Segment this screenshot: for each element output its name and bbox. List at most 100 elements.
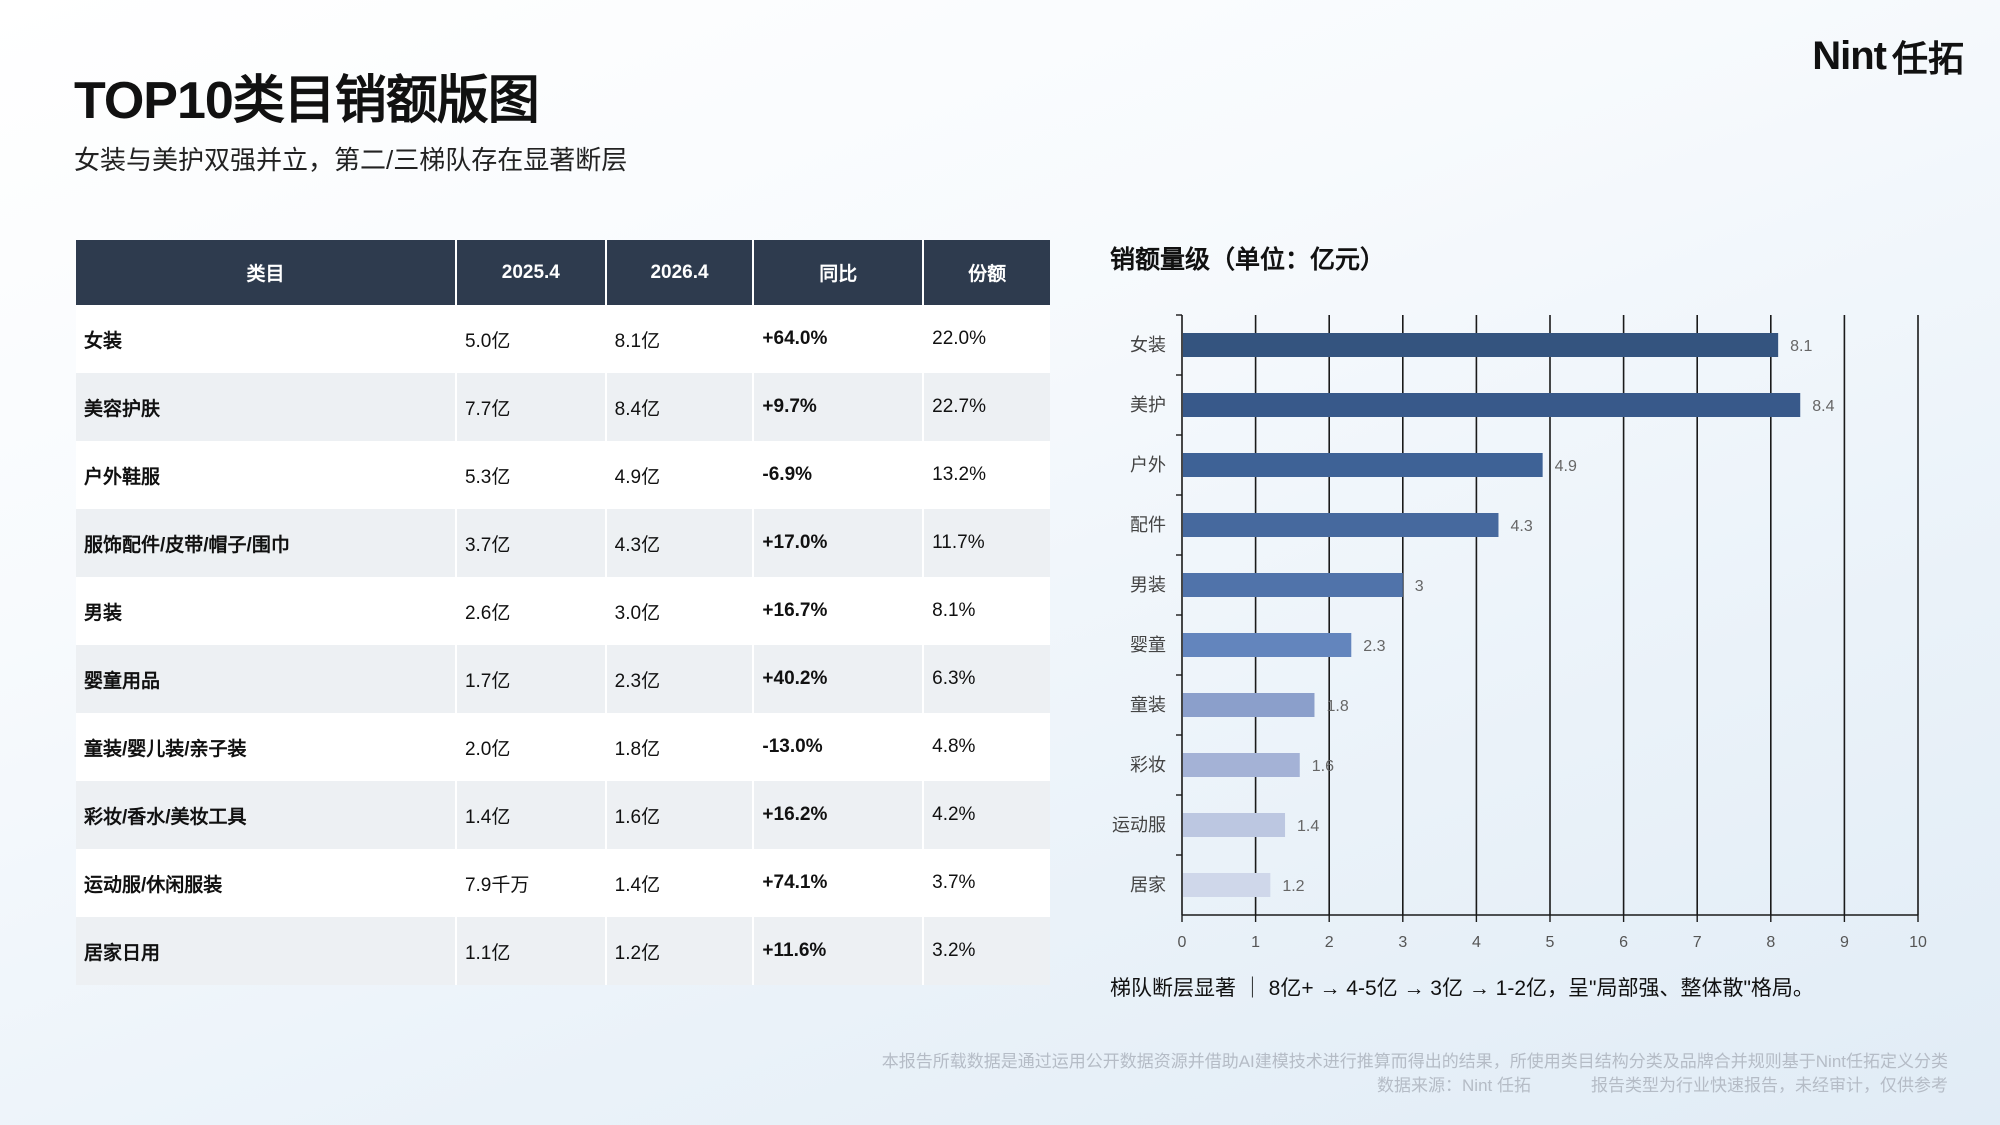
- cell-yoy: +40.2%: [754, 645, 925, 713]
- cell-share: 4.8%: [924, 713, 1050, 781]
- category-label: 运动服: [1112, 815, 1166, 835]
- bar-value-label: 8.4: [1812, 398, 1834, 415]
- cell-yoy: +9.7%: [754, 373, 925, 441]
- bar: [1183, 813, 1286, 837]
- bar: [1183, 873, 1271, 897]
- cell-category: 男装: [76, 577, 457, 645]
- logo-mark: Nint: [1812, 33, 1887, 78]
- category-label: 居家: [1130, 875, 1166, 895]
- bar-value-label: 1.8: [1326, 698, 1348, 715]
- x-tick-label: 4: [1472, 934, 1481, 951]
- cell-yoy: +16.7%: [754, 577, 925, 645]
- cell-share: 3.7%: [924, 849, 1050, 917]
- page-subtitle: 女装与美护双强并立，第二/三梯队存在显著断层: [74, 145, 628, 175]
- table-row: 女装 5.0亿 8.1亿 +64.0% 22.0%: [76, 305, 1050, 373]
- x-tick-label: 2: [1325, 934, 1334, 951]
- cell-2025: 7.9千万: [456, 849, 607, 917]
- cell-2026: 4.9亿: [606, 441, 755, 509]
- bar: [1183, 453, 1543, 477]
- footer-report-type: 报告类型为行业快速报告，未经审计，仅供参考: [1591, 1076, 1948, 1095]
- cell-share: 3.2%: [924, 917, 1050, 985]
- cell-2026: 2.3亿: [606, 645, 755, 713]
- bar-value-label: 4.9: [1555, 458, 1577, 475]
- x-tick-label: 6: [1619, 934, 1628, 951]
- table-row: 户外鞋服 5.3亿 4.9亿 -6.9% 13.2%: [76, 441, 1050, 509]
- chart-note: 梯队断层显著 ｜ 8亿+ → 4-5亿 → 3亿 → 1-2亿，呈"局部强、整体…: [1110, 977, 1814, 1000]
- x-tick-label: 1: [1251, 934, 1260, 951]
- x-tick-label: 9: [1840, 934, 1849, 951]
- table-row: 居家日用 1.1亿 1.2亿 +11.6% 3.2%: [76, 917, 1050, 985]
- footer-source: 数据来源：Nint 任拓: [1377, 1076, 1531, 1095]
- column-header: 2026.4: [606, 240, 755, 305]
- cell-yoy: +16.2%: [754, 781, 925, 849]
- category-label: 婴童: [1130, 635, 1166, 655]
- category-sales-table: 类目 2025.4 2026.4 同比 份额 女装 5.0亿 8.1亿 +64.0% 2…: [76, 240, 1050, 985]
- table-row: 运动服/休闲服装 7.9千万 1.4亿 +74.1% 3.7%: [76, 849, 1050, 917]
- cell-2026: 1.4亿: [606, 849, 755, 917]
- table-row: 美容护肤 7.7亿 8.4亿 +9.7% 22.7%: [76, 373, 1050, 441]
- category-label: 童装: [1130, 695, 1166, 715]
- table-header-row: 类目 2025.4 2026.4 同比 份额: [76, 240, 1050, 305]
- cell-yoy: +17.0%: [754, 509, 925, 577]
- footer: 本报告所载数据是通过运用公开数据资源并借助AI建模技术进行推算而得出的结果，所使…: [882, 1050, 1948, 1098]
- cell-share: 22.7%: [924, 373, 1050, 441]
- x-tick-label: 0: [1178, 934, 1187, 951]
- bar: [1183, 333, 1779, 357]
- cell-2026: 3.0亿: [606, 577, 755, 645]
- cell-category: 居家日用: [76, 917, 457, 985]
- cell-2026: 1.2亿: [606, 917, 755, 985]
- category-label: 彩妆: [1130, 755, 1166, 775]
- cell-2026: 8.1亿: [606, 305, 755, 373]
- bar: [1183, 513, 1499, 537]
- sales-bar-chart: 0 1 2 3 4 5 6 7 8 9 10 女装 8.1 美护 8.4 户外 4.9 配件 4.3 男装 3 婴童 2.3…: [1112, 314, 1927, 951]
- column-header: 份额: [924, 240, 1050, 305]
- cell-share: 22.0%: [924, 305, 1050, 373]
- cell-yoy: -13.0%: [754, 713, 925, 781]
- bar-value-label: 8.1: [1790, 338, 1812, 355]
- cell-category: 童装/婴儿装/亲子装: [76, 713, 457, 781]
- bar-value-label: 3: [1415, 578, 1424, 595]
- cell-2026: 1.8亿: [606, 713, 755, 781]
- logo-text: 任拓: [1891, 38, 1964, 79]
- x-tick-label: 10: [1909, 934, 1927, 951]
- cell-2025: 7.7亿: [456, 373, 607, 441]
- bar-value-label: 1.4: [1297, 818, 1319, 835]
- bar: [1183, 753, 1300, 777]
- category-label: 户外: [1130, 455, 1166, 475]
- cell-2025: 1.1亿: [456, 917, 607, 985]
- bar: [1183, 393, 1801, 417]
- cell-2025: 2.6亿: [456, 577, 607, 645]
- cell-share: 13.2%: [924, 441, 1050, 509]
- column-header: 同比: [754, 240, 925, 305]
- x-tick-label: 5: [1546, 934, 1555, 951]
- x-tick-label: 7: [1693, 934, 1702, 951]
- cell-yoy: +64.0%: [754, 305, 925, 373]
- footer-disclaimer: 本报告所载数据是通过运用公开数据资源并借助AI建模技术进行推算而得出的结果，所使…: [881, 1052, 1948, 1071]
- cell-yoy: +11.6%: [754, 917, 925, 985]
- x-tick-label: 8: [1766, 934, 1775, 951]
- cell-2026: 1.6亿: [606, 781, 755, 849]
- column-header: 2025.4: [456, 240, 607, 305]
- cell-share: 8.1%: [924, 577, 1050, 645]
- bar: [1183, 573, 1403, 597]
- cell-category: 婴童用品: [76, 645, 457, 713]
- cell-2025: 3.7亿: [456, 509, 607, 577]
- category-label: 美护: [1130, 395, 1166, 415]
- table-row: 彩妆/香水/美妆工具 1.4亿 1.6亿 +16.2% 4.2%: [76, 781, 1050, 849]
- page-title: TOP10类目销额版图: [74, 72, 540, 130]
- x-tick-label: 3: [1398, 934, 1407, 951]
- cell-category: 美容护肤: [76, 373, 457, 441]
- cell-share: 11.7%: [924, 509, 1050, 577]
- cell-2025: 1.7亿: [456, 645, 607, 713]
- cell-category: 户外鞋服: [76, 441, 457, 509]
- cell-2025: 1.4亿: [456, 781, 607, 849]
- cell-yoy: -6.9%: [754, 441, 925, 509]
- cell-category: 服饰配件/皮带/帽子/围巾: [76, 509, 457, 577]
- cell-category: 彩妆/香水/美妆工具: [76, 781, 457, 849]
- cell-yoy: +74.1%: [754, 849, 925, 917]
- category-label: 女装: [1130, 335, 1166, 355]
- table-row: 男装 2.6亿 3.0亿 +16.7% 8.1%: [76, 577, 1050, 645]
- cell-2026: 4.3亿: [606, 509, 755, 577]
- brand-logo: Nint 任拓: [1812, 30, 1964, 82]
- bar: [1183, 633, 1352, 657]
